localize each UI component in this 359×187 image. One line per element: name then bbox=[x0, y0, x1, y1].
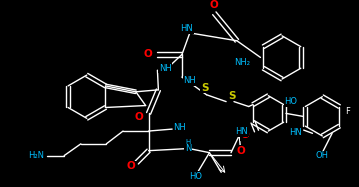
Text: NH: NH bbox=[183, 76, 196, 85]
Text: HN: HN bbox=[289, 128, 302, 137]
Text: O: O bbox=[237, 146, 245, 156]
Text: O: O bbox=[126, 161, 135, 171]
Text: O: O bbox=[143, 50, 152, 59]
Text: H₂N: H₂N bbox=[28, 151, 44, 160]
Text: O: O bbox=[241, 130, 249, 140]
Text: HO: HO bbox=[284, 97, 297, 106]
Text: S: S bbox=[201, 83, 208, 93]
Text: HO: HO bbox=[189, 172, 202, 181]
Text: F: F bbox=[345, 107, 350, 116]
Text: OH: OH bbox=[316, 151, 329, 160]
Text: NH: NH bbox=[174, 123, 186, 132]
Text: HN: HN bbox=[234, 128, 247, 137]
Text: HN: HN bbox=[236, 127, 248, 136]
Text: O: O bbox=[134, 112, 143, 122]
Text: S: S bbox=[228, 91, 236, 101]
Text: N: N bbox=[185, 144, 191, 153]
Text: H: H bbox=[185, 139, 191, 145]
Text: O: O bbox=[210, 0, 219, 10]
Text: HN: HN bbox=[181, 24, 193, 33]
Text: NH₂: NH₂ bbox=[234, 58, 250, 67]
Text: NH: NH bbox=[159, 64, 172, 73]
